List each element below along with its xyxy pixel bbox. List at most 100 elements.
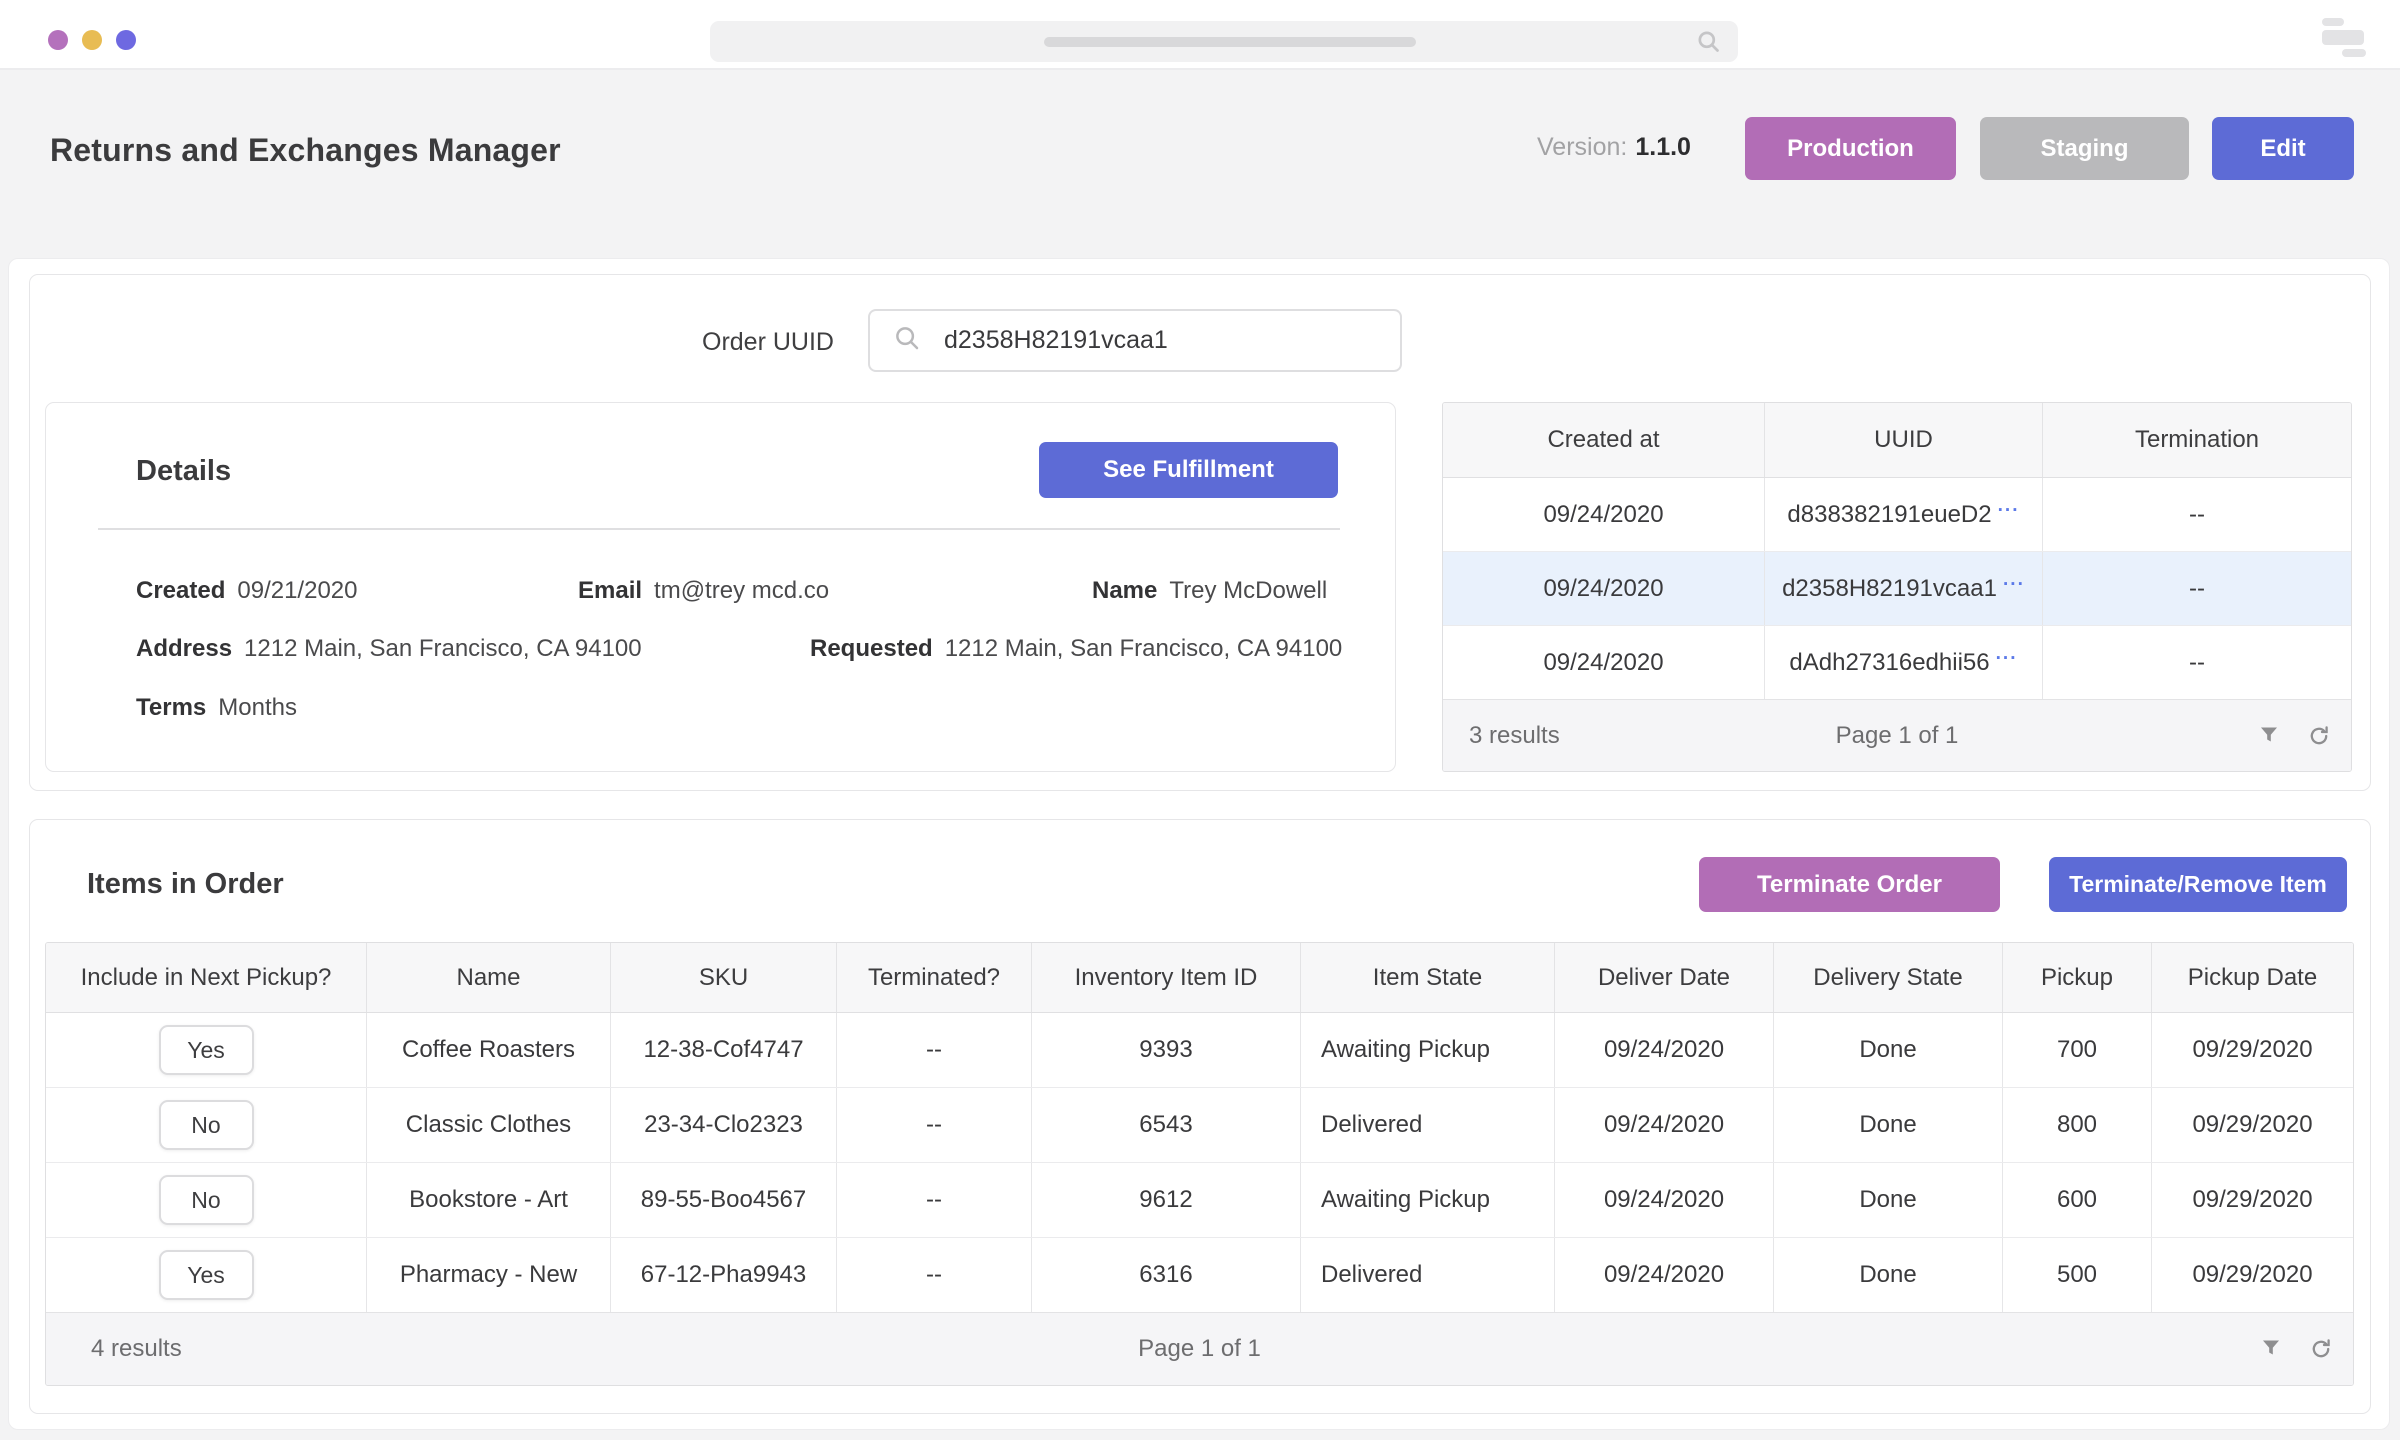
include-next-pickup-toggle[interactable]: Yes <box>158 1025 254 1075</box>
deliver-date-cell: 09/24/2020 <box>1555 1163 1774 1237</box>
table-row[interactable]: Yes Pharmacy - New 67-12-Pha9943 -- 6316… <box>46 1238 2353 1313</box>
order-details-section: Order UUID Details See Fulfillment Creat… <box>29 274 2371 791</box>
include-next-pickup-toggle[interactable]: No <box>158 1175 254 1225</box>
include-pickup-cell: No <box>46 1163 367 1237</box>
delivery-state-cell: Done <box>1774 1088 2003 1162</box>
version-label: Version: <box>1537 133 1628 161</box>
pickup-cell: 500 <box>2003 1238 2152 1312</box>
col-header-uuid: UUID <box>1765 403 2043 477</box>
item-state-cell: Delivered <box>1301 1238 1555 1312</box>
field-label: Email <box>578 577 643 604</box>
uuid-cell: d2358H82191vcaa1 ··· <box>1765 552 2043 625</box>
include-pickup-cell: No <box>46 1088 367 1162</box>
col-header-sku: SKU <box>611 943 837 1012</box>
col-header-termination: Termination <box>2134 426 2260 453</box>
pickup-date-cell: 09/29/2020 <box>2192 1261 2313 1288</box>
created-at-cell: 09/24/2020 <box>1443 478 1765 551</box>
see-fulfillment-button[interactable]: See Fulfillment <box>1039 442 1338 498</box>
table-row[interactable]: No Classic Clothes 23-34-Clo2323 -- 6543… <box>46 1088 2353 1163</box>
results-count: 3 results <box>1469 721 1560 749</box>
table-row-selected[interactable]: 09/24/2020 d2358H82191vcaa1 ··· -- <box>1443 552 2351 626</box>
col-header-delivery-state: Delivery State <box>1774 943 2003 1012</box>
address-placeholder-bar <box>1044 37 1416 47</box>
production-button[interactable]: Production <box>1745 117 1956 180</box>
sku-cell: 67-12-Pha9943 <box>611 1238 837 1312</box>
inventory-id-cell: 9393 <box>1032 1013 1301 1087</box>
pickup-cell: 700 <box>2003 1013 2152 1087</box>
expand-uuid-link[interactable]: ··· <box>1997 499 2020 521</box>
field-value: Months <box>218 694 297 721</box>
terminated-cell: -- <box>837 1238 1032 1312</box>
table-row[interactable]: Yes Coffee Roasters 12-38-Cof4747 -- 939… <box>46 1013 2353 1088</box>
terms-field: Terms Months <box>136 694 297 722</box>
page-title: Returns and Exchanges Manager <box>50 132 561 168</box>
field-label: Created <box>136 577 226 604</box>
deliver-date-cell: 09/24/2020 <box>1555 1238 1774 1312</box>
order-uuid-input[interactable] <box>944 326 1374 355</box>
traffic-light-zoom-icon[interactable] <box>116 30 136 50</box>
items-table-footer: 4 results Page 1 of 1 <box>46 1312 2353 1385</box>
items-table-header: Include in Next Pickup? Name SKU Termina… <box>46 943 2353 1013</box>
field-label: Terms <box>136 694 207 721</box>
filter-icon[interactable] <box>2259 1337 2283 1361</box>
name-cell: Bookstore - Art <box>367 1163 611 1237</box>
refresh-icon[interactable] <box>2307 724 2331 748</box>
version-info: Version: 1.1.0 <box>1537 133 1691 162</box>
terminate-remove-item-button[interactable]: Terminate/Remove Item <box>2049 857 2347 912</box>
col-header-inventory-item-id: Inventory Item ID <box>1032 943 1301 1012</box>
inventory-id-cell: 9612 <box>1032 1163 1301 1237</box>
expand-uuid-link[interactable]: ··· <box>2002 573 2025 595</box>
table-row[interactable]: 09/24/2020 d838382191eueD2 ··· -- <box>1443 478 2351 552</box>
delivery-state-cell: Done <box>1774 1163 2003 1237</box>
sku-cell: 12-38-Cof4747 <box>611 1013 837 1087</box>
results-count: 4 results <box>91 1335 182 1362</box>
deliver-date-cell: 09/24/2020 <box>1555 1088 1774 1162</box>
traffic-light-minimize-icon[interactable] <box>82 30 102 50</box>
items-section-title: Items in Order <box>87 868 284 900</box>
table-row[interactable]: No Bookstore - Art 89-55-Boo4567 -- 9612… <box>46 1163 2353 1238</box>
search-icon <box>892 323 922 358</box>
page-indicator: Page 1 of 1 <box>1835 721 1959 749</box>
items-table: Include in Next Pickup? Name SKU Termina… <box>45 942 2354 1386</box>
terminated-cell: -- <box>837 1013 1032 1087</box>
version-value: 1.1.0 <box>1635 133 1691 161</box>
field-value: 1212 Main, San Francisco, CA 94100 <box>944 635 1343 662</box>
include-pickup-cell: Yes <box>46 1238 367 1312</box>
main-panel: Order UUID Details See Fulfillment Creat… <box>8 258 2390 1430</box>
pickup-cell: 600 <box>2003 1163 2152 1237</box>
terminate-order-button[interactable]: Terminate Order <box>1699 857 2000 912</box>
table-row[interactable]: 09/24/2020 dAdh27316edhii56 ··· -- <box>1443 626 2351 700</box>
refresh-icon[interactable] <box>2309 1337 2333 1361</box>
expand-uuid-link[interactable]: ··· <box>1995 647 2018 669</box>
sku-cell: 23-34-Clo2323 <box>611 1088 837 1162</box>
created-at-cell: 09/24/2020 <box>1443 552 1765 625</box>
include-next-pickup-toggle[interactable]: No <box>158 1100 254 1150</box>
filter-icon[interactable] <box>2257 724 2281 748</box>
order-uuid-label: Order UUID <box>702 328 834 356</box>
browser-search-bar[interactable] <box>710 21 1738 62</box>
items-in-order-section: Items in Order Terminate Order Terminate… <box>29 819 2371 1414</box>
details-card: Details See Fulfillment Created 09/21/202… <box>45 402 1396 772</box>
window-menu-icon[interactable] <box>2322 18 2370 57</box>
sku-cell: 89-55-Boo4567 <box>611 1163 837 1237</box>
pickup-cell: 800 <box>2003 1088 2152 1162</box>
edit-button[interactable]: Edit <box>2212 117 2354 180</box>
window-titlebar <box>0 0 2400 70</box>
uuid-cell: dAdh27316edhii56 ··· <box>1765 626 2043 699</box>
orders-table-footer: 3 results Page 1 of 1 <box>1443 699 2351 771</box>
termination-cell: -- <box>2189 500 2205 528</box>
termination-cell: -- <box>2189 574 2205 602</box>
pickup-date-cell: 09/29/2020 <box>2192 1111 2313 1138</box>
field-label: Name <box>1092 577 1158 604</box>
traffic-lights <box>48 30 136 50</box>
terminated-cell: -- <box>837 1088 1032 1162</box>
uuid-text: d2358H82191vcaa1 <box>1782 574 1997 602</box>
col-header-pickup-date: Pickup Date <box>2187 963 2318 991</box>
terminated-cell: -- <box>837 1163 1032 1237</box>
include-next-pickup-toggle[interactable]: Yes <box>158 1250 254 1300</box>
field-label: Requested <box>810 635 933 662</box>
item-state-cell: Awaiting Pickup <box>1301 1163 1555 1237</box>
traffic-light-close-icon[interactable] <box>48 30 68 50</box>
staging-button[interactable]: Staging <box>1980 117 2189 180</box>
uuid-text: d838382191eueD2 <box>1787 500 1992 528</box>
